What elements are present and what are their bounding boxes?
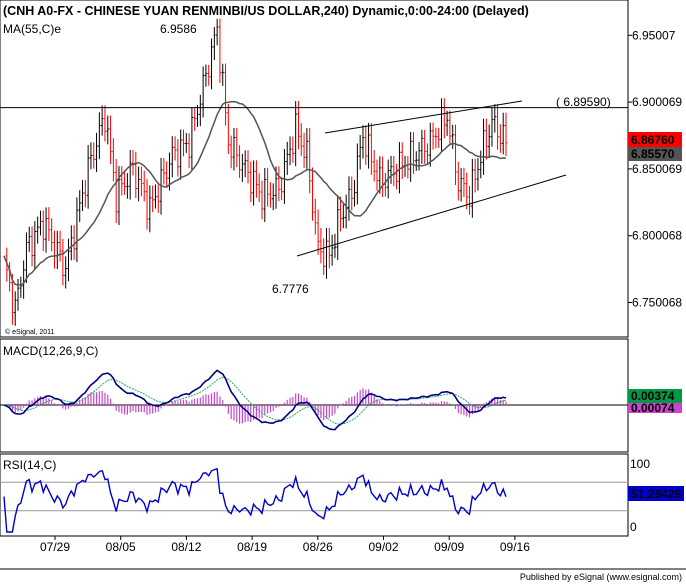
x-tick-label: 09/02: [368, 540, 398, 554]
x-tick-label: 08/26: [303, 540, 333, 554]
rsi-tick-0: 0: [630, 520, 637, 534]
ma-value-tag: [628, 147, 682, 161]
x-tick-label: 08/05: [106, 540, 136, 554]
y-tick-label: 6.900069: [632, 95, 682, 109]
axes: 6.750068 6.800068 6.850069 6.900069 6.95007 0…: [40, 28, 682, 554]
hist-value-tag: [628, 403, 682, 413]
x-tick-label: 08/19: [237, 540, 267, 554]
macd-series: [0, 369, 628, 431]
last-price-value: 6.86760: [631, 133, 675, 147]
ma-value: 6.85570: [631, 147, 675, 161]
rsi-line: [3, 467, 507, 533]
macd-signal-line: [3, 376, 507, 425]
lower-trend-line: [296, 174, 567, 257]
y-tick-label: 6.800068: [632, 229, 682, 243]
macd-value-tag: [628, 389, 682, 403]
rsi-series: [0, 467, 628, 533]
rsi-panel-frame: [0, 453, 629, 537]
x-tick-label: 08/12: [171, 540, 201, 554]
macd-legend: MACD(12,26,9,C): [3, 344, 98, 358]
x-tick-label: 07/29: [40, 540, 70, 554]
last-price-tag: [628, 132, 682, 147]
hist-value: 0.00074: [631, 401, 675, 415]
macd-line: [3, 369, 507, 431]
low-annotation: 6.7776: [272, 282, 309, 296]
x-tick-label: 09/16: [500, 540, 530, 554]
ma-legend: MA(55,C)e: [3, 22, 61, 36]
published-by-text: Published by eSignal (www.esignal.com): [520, 572, 682, 582]
rsi-legend: RSI(14,C): [3, 458, 56, 472]
copyright-text: © eSignal, 2011: [5, 328, 55, 336]
y-tick-label: 6.850069: [632, 162, 682, 176]
rsi-value: 51.28429: [631, 487, 681, 501]
macd-value: 0.00374: [631, 389, 675, 403]
price-series: [0, 18, 628, 326]
moving-average-line: [3, 100, 507, 286]
y-tick-label: 6.750068: [632, 296, 682, 310]
y-tick-label: 6.95007: [632, 28, 676, 42]
resistance-annotation: ( 6.89590): [556, 95, 611, 109]
upper-trend-line: [324, 100, 523, 134]
chart-title: (CNH A0-FX - CHINESE YUAN RENMINBI/US DO…: [3, 4, 529, 18]
high-annotation: 6.9586: [160, 22, 197, 36]
rsi-tick-100: 100: [630, 457, 650, 471]
x-tick-label: 09/09: [434, 540, 464, 554]
rsi-value-tag: [628, 486, 684, 501]
